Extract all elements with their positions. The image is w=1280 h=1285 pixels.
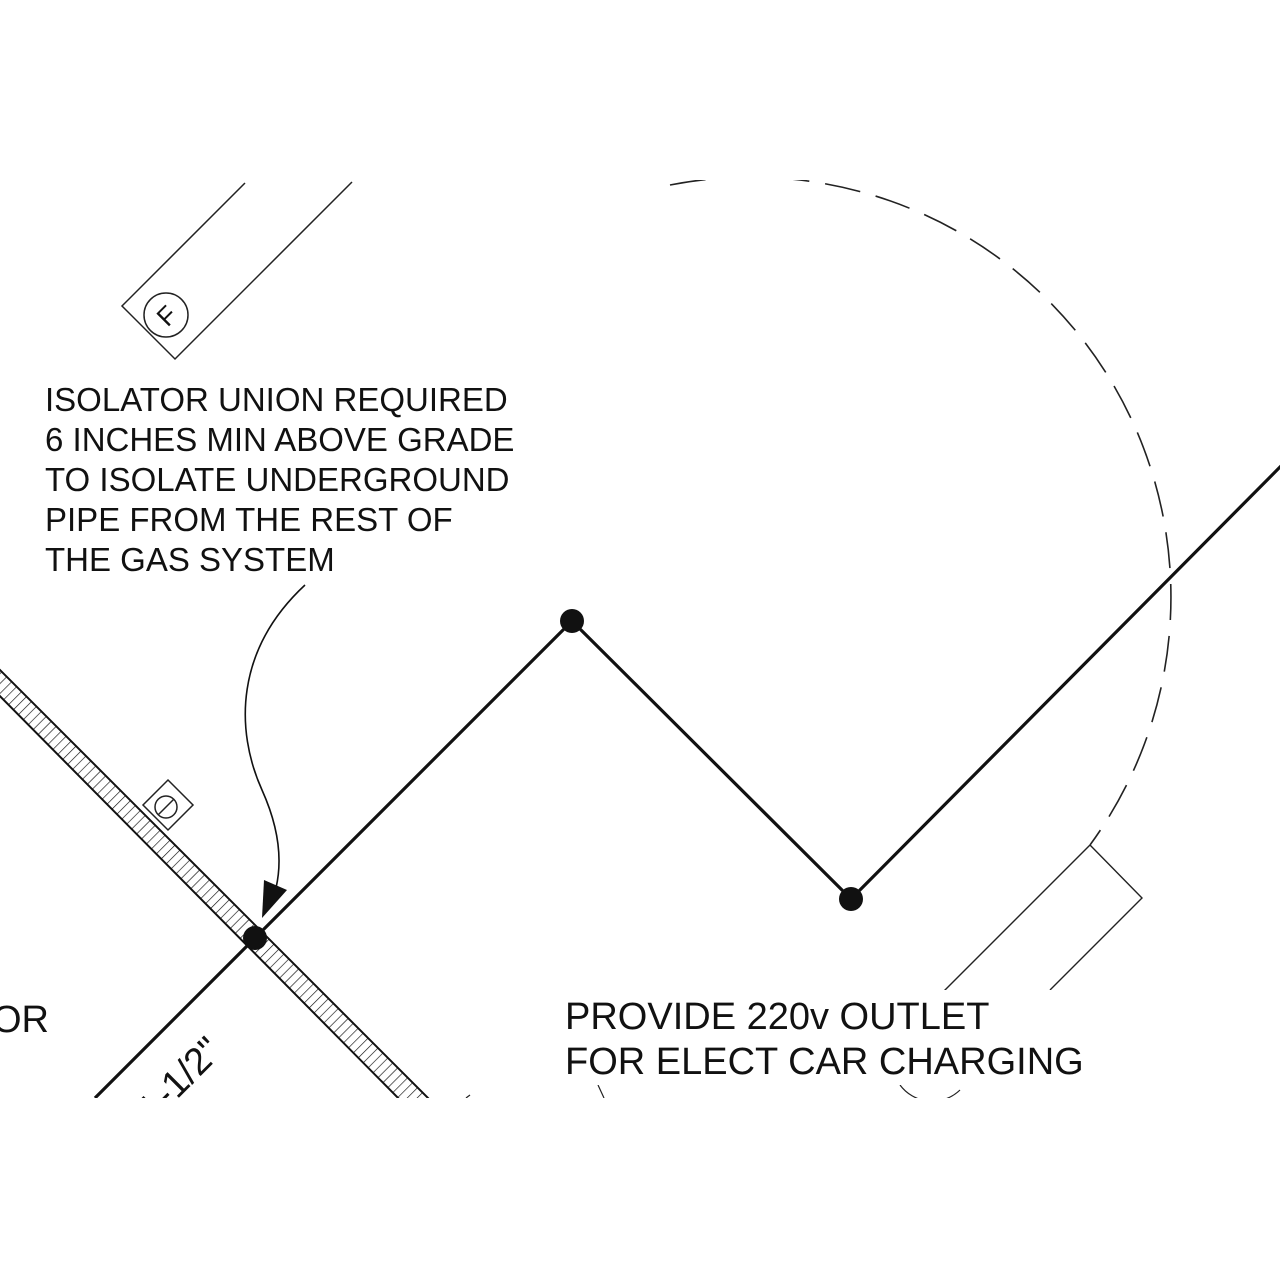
door-panel	[899, 844, 1143, 1098]
outlet-note-line: FOR ELECT CAR CHARGING	[565, 1041, 1084, 1083]
pipe-bend-node-top	[560, 609, 584, 633]
outlet-note-line: PROVIDE 220v OUTLET	[565, 996, 989, 1038]
isolator-union-note: ISOLATOR UNION REQUIRED 6 INCHES MIN ABO…	[45, 381, 514, 578]
note-line: THE GAS SYSTEM	[45, 541, 335, 578]
note-line: 6 INCHES MIN ABOVE GRADE	[45, 421, 514, 458]
door-swing-arc	[669, 180, 1172, 846]
edge-label-or: OR	[0, 999, 49, 1041]
wall-fitting-symbol	[141, 778, 195, 832]
note-line: PIPE FROM THE REST OF	[45, 501, 453, 538]
note-line: TO ISOLATE UNDERGROUND	[45, 461, 510, 498]
outlet-note: PROVIDE 220v OUTLET FOR ELECT CAR CHARGI…	[560, 990, 1120, 1085]
note-line: ISOLATOR UNION REQUIRED	[45, 381, 508, 418]
leader-arrow	[244, 584, 306, 918]
isolator-union-node	[243, 926, 267, 950]
pipe-size-label: 1-1/2"	[130, 1030, 230, 1130]
pipe-bend-node-bottom	[839, 887, 863, 911]
fixture-f-label: F	[150, 299, 182, 331]
hatched-wall	[0, 668, 430, 1098]
gas-fixture-symbol: F	[120, 181, 353, 361]
